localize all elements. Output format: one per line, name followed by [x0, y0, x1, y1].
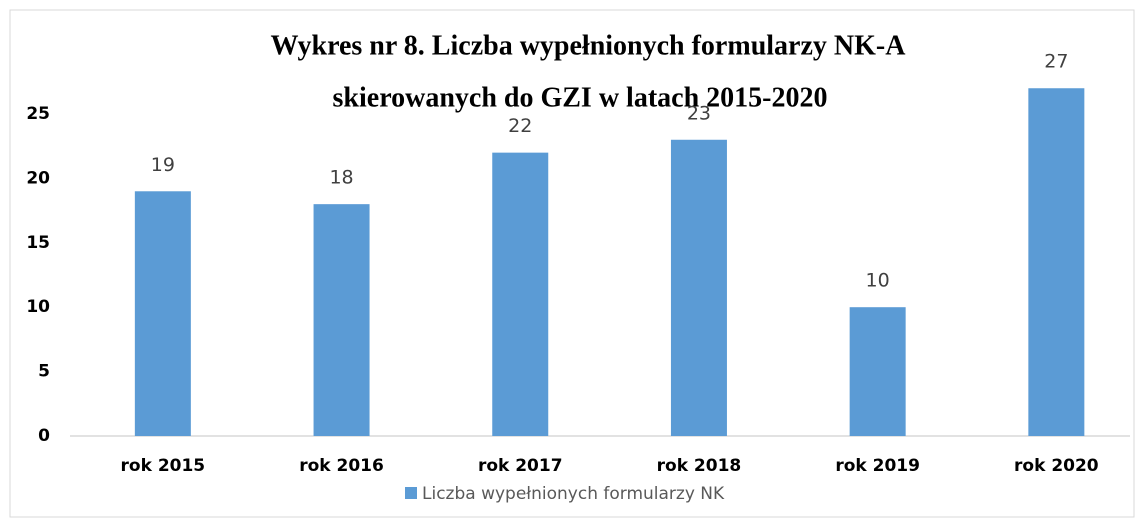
- value-label: 18: [329, 167, 353, 189]
- y-tick-label: 25: [26, 104, 50, 124]
- y-tick-label: 0: [38, 426, 50, 446]
- bar: [313, 204, 370, 436]
- y-tick-label: 20: [26, 168, 50, 188]
- bar: [1028, 88, 1085, 437]
- value-label: 19: [151, 154, 175, 176]
- chart-title-line: Wykres nr 8. Liczba wypełnionych formula…: [271, 30, 907, 61]
- value-label: 22: [508, 115, 532, 137]
- x-tick-label: rok 2015: [121, 456, 206, 476]
- x-tick-label: rok 2019: [835, 456, 920, 476]
- legend-label: Liczba wypełnionych formularzy NK: [422, 484, 725, 504]
- x-tick-label: rok 2018: [657, 456, 742, 476]
- value-label: 10: [866, 270, 890, 292]
- value-label: 23: [687, 102, 711, 124]
- y-tick-label: 10: [26, 297, 50, 317]
- y-tick-label: 5: [38, 362, 50, 382]
- y-tick-label: 15: [26, 233, 50, 253]
- chart-border: [9, 9, 1135, 518]
- x-tick-label: rok 2017: [478, 456, 563, 476]
- chart-title-line: skierowanych do GZI w latach 2015-2020: [333, 82, 828, 113]
- bar: [849, 307, 906, 436]
- legend-swatch: [405, 487, 417, 499]
- x-tick-label: rok 2016: [299, 456, 384, 476]
- bar: [492, 152, 549, 436]
- bar: [670, 139, 727, 436]
- x-tick-label: rok 2020: [1014, 456, 1099, 476]
- value-label: 27: [1044, 51, 1068, 73]
- bar: [134, 191, 191, 436]
